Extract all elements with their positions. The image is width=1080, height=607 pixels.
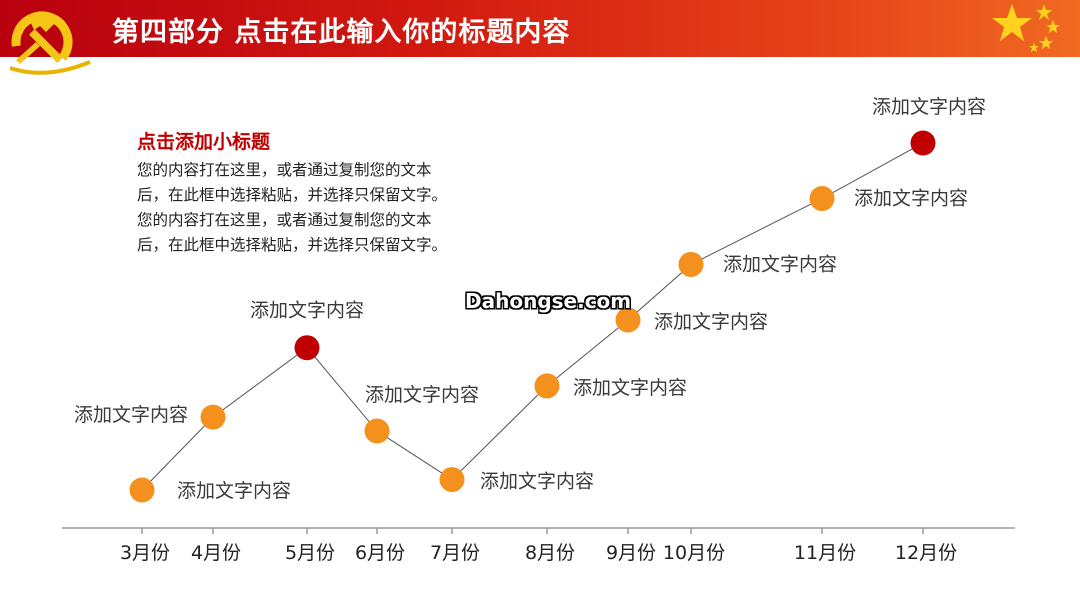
x-tick-label: 10月份 — [663, 542, 725, 564]
star-icon — [992, 4, 1060, 52]
data-point — [364, 418, 390, 444]
point-label: 添加文字内容 — [250, 300, 364, 322]
data-point — [439, 467, 465, 493]
body-line: 您的内容打在这里，或者通过复制您的文本 — [137, 161, 432, 179]
series-line — [141, 142, 924, 491]
point-label: 添加文字内容 — [654, 311, 768, 333]
x-tick-label: 5月份 — [285, 542, 335, 564]
body-line: 后，在此框中选择粘贴，并选择只保留文字。 — [137, 236, 448, 254]
x-tick-label: 4月份 — [191, 542, 241, 564]
point-label: 添加文字内容 — [854, 188, 968, 210]
header-banner: 第四部分 点击在此输入你的标题内容 — [0, 0, 1080, 57]
point-label: 添加文字内容 — [365, 384, 479, 406]
point-label: 添加文字内容 — [573, 377, 687, 399]
data-point — [129, 477, 155, 503]
data-point — [678, 251, 704, 277]
data-point — [534, 373, 560, 399]
x-tick-label: 3月份 — [120, 542, 170, 564]
page-title: 第四部分 点击在此输入你的标题内容 — [112, 17, 571, 48]
x-tick-label: 8月份 — [525, 542, 575, 564]
point-label: 添加文字内容 — [872, 96, 986, 118]
x-tick-label: 9月份 — [606, 542, 656, 564]
section-subtitle: 点击添加小标题 — [137, 131, 271, 153]
data-point — [615, 307, 641, 333]
data-point — [809, 186, 835, 212]
hammer-sickle-icon — [9, 11, 91, 75]
body-line: 后，在此框中选择粘贴，并选择只保留文字。 — [137, 186, 448, 204]
watermark: Dahongse.com — [465, 289, 632, 313]
point-label: 添加文字内容 — [723, 253, 837, 275]
highlight-point — [294, 335, 320, 361]
body-text: 您的内容打在这里，或者通过复制您的文本 后，在此框中选择粘贴，并选择只保留文字。… — [137, 158, 497, 258]
x-tick-label: 12月份 — [895, 542, 957, 564]
highlight-point — [910, 130, 936, 156]
point-label: 添加文字内容 — [177, 480, 291, 502]
point-label: 添加文字内容 — [74, 404, 188, 426]
x-tick-label: 11月份 — [794, 542, 856, 564]
x-tick-label: 7月份 — [430, 542, 480, 564]
body-line: 您的内容打在这里，或者通过复制您的文本 — [137, 211, 432, 229]
data-point — [200, 404, 226, 430]
point-label: 添加文字内容 — [480, 471, 594, 493]
x-tick-label: 6月份 — [355, 542, 405, 564]
